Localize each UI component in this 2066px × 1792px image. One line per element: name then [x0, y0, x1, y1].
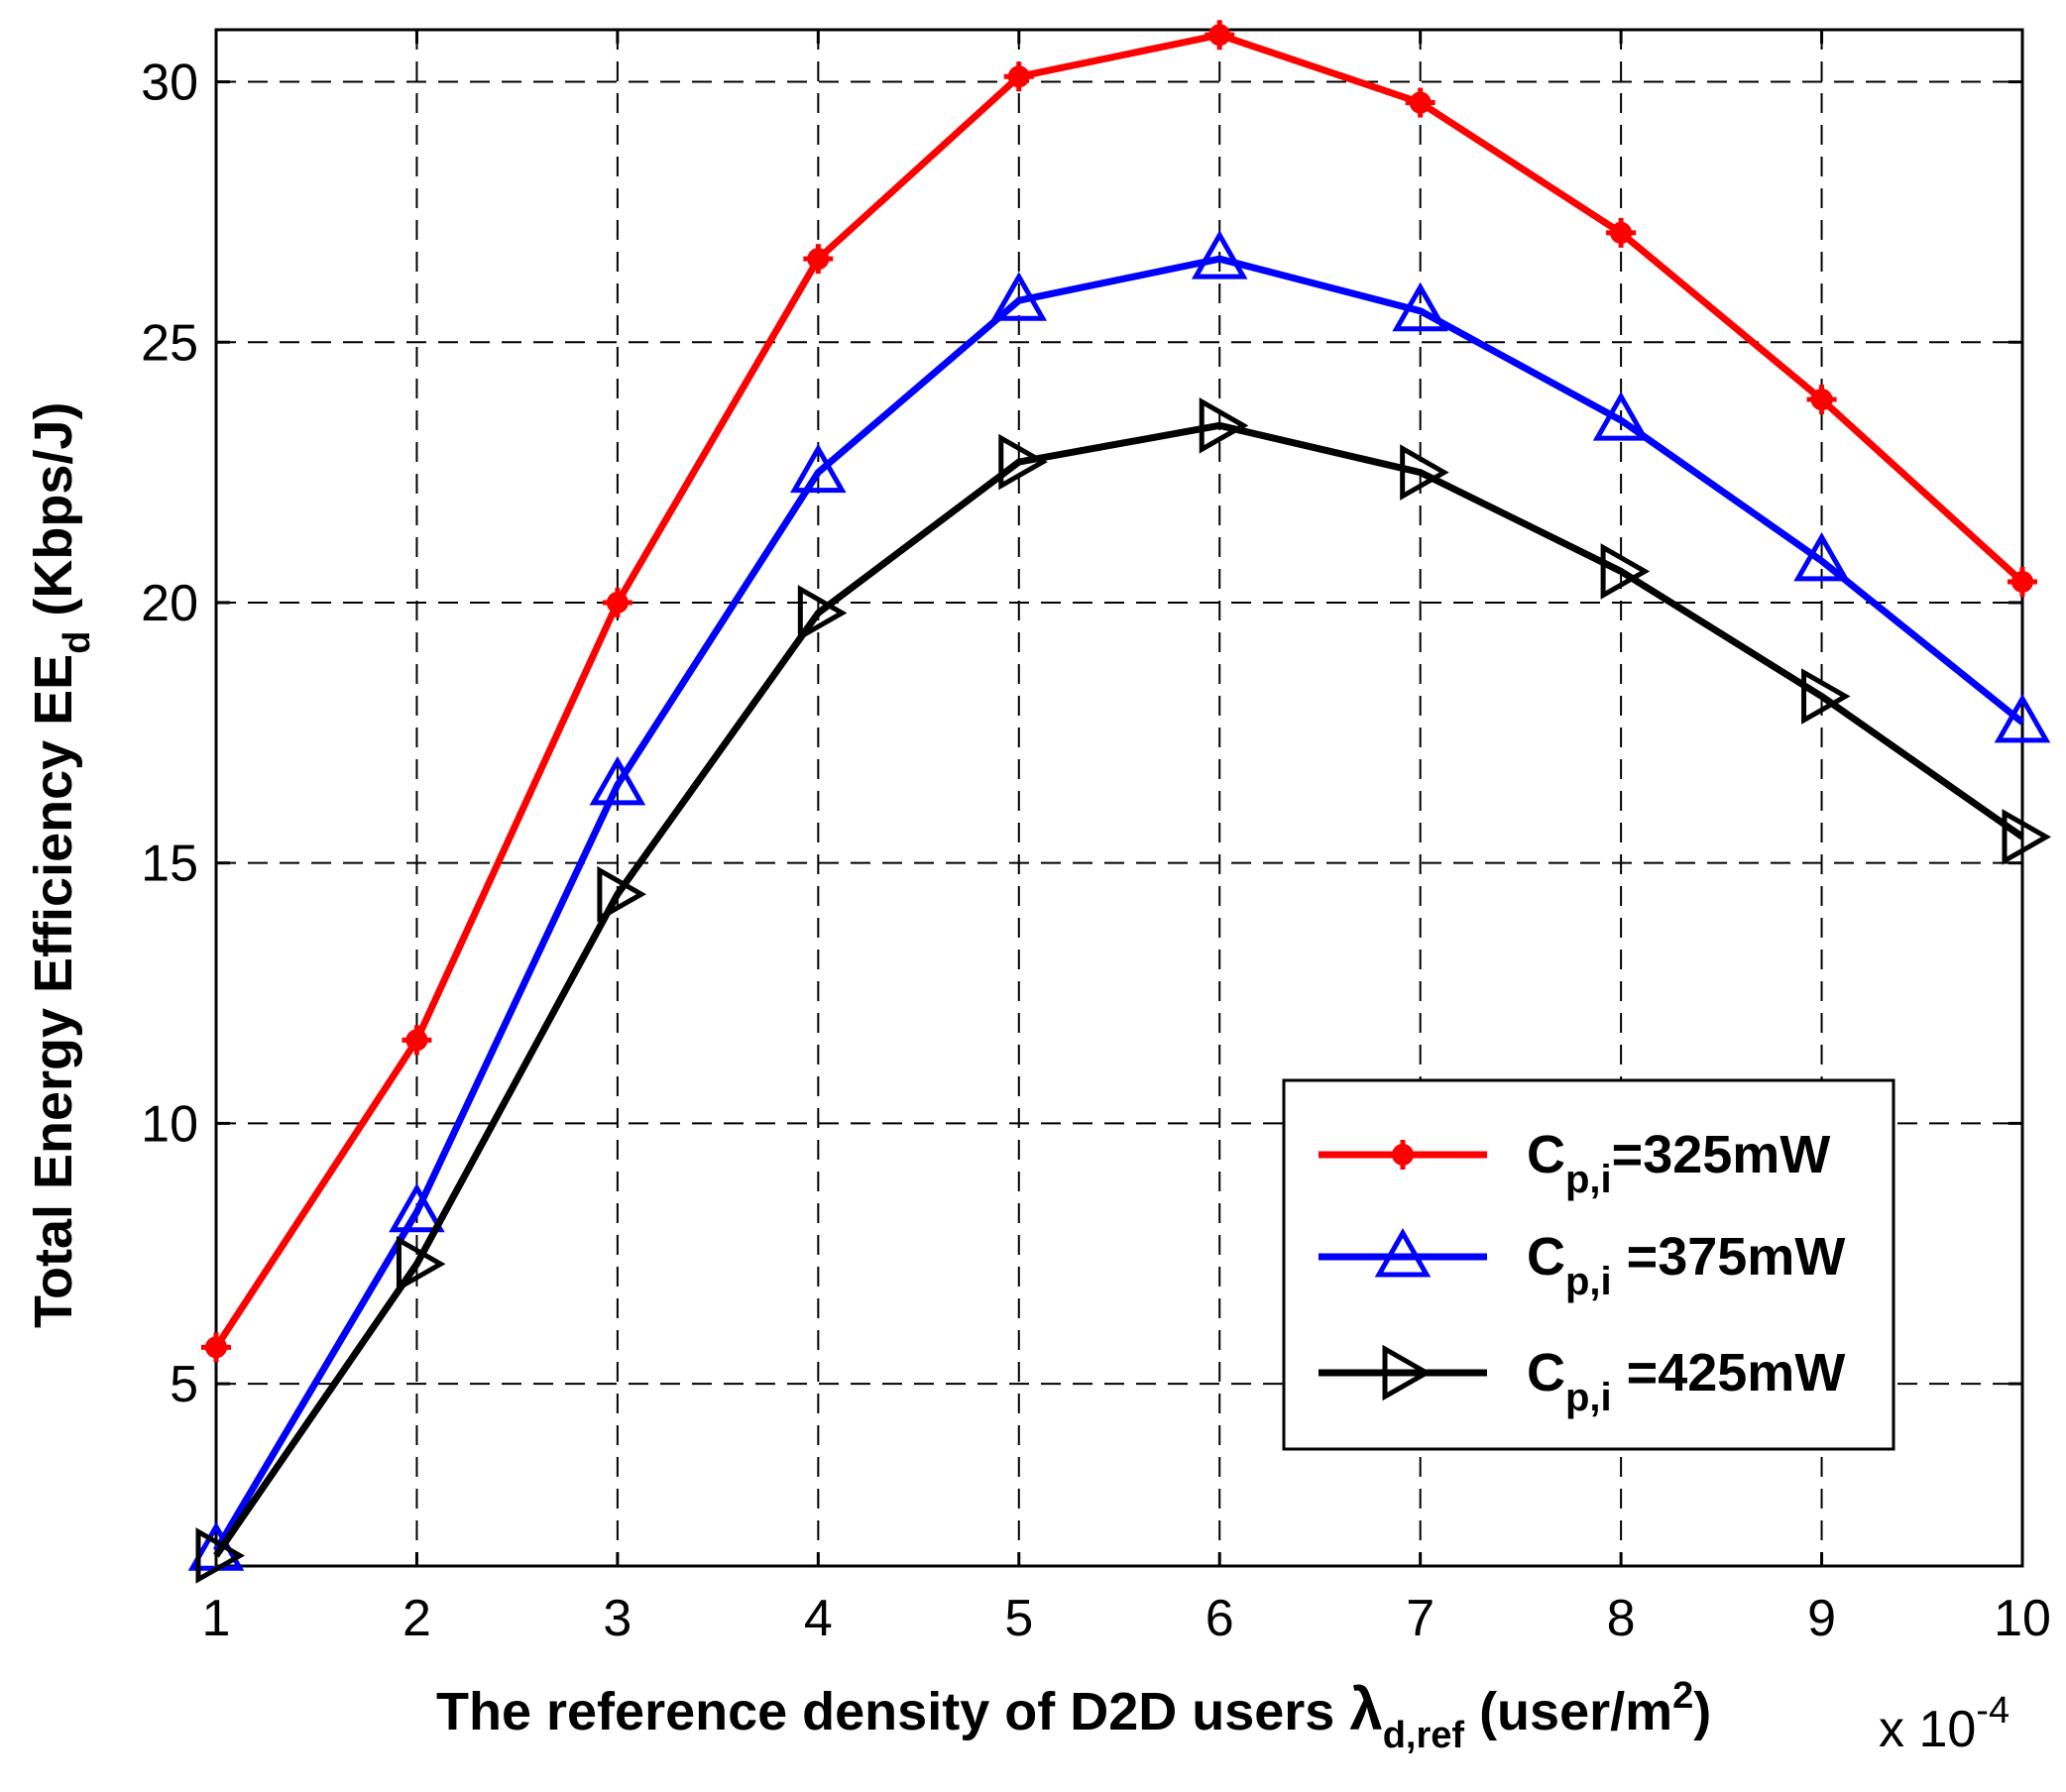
legend-item-1: Cp,i=325mW	[1319, 1125, 1830, 1201]
data-point	[797, 585, 848, 641]
y-tick-label: 10	[141, 1095, 198, 1153]
data-point	[195, 1527, 246, 1584]
x-tick-label: 10	[1994, 1590, 2051, 1647]
data-point	[201, 1332, 231, 1363]
y-tick-label: 15	[141, 836, 198, 893]
data-point	[1592, 392, 1650, 441]
data-point	[396, 1235, 446, 1292]
x-tick-label: 6	[1205, 1590, 1234, 1647]
x-tick-label: 9	[1807, 1590, 1836, 1647]
data-point	[1400, 444, 1449, 501]
data-point	[597, 865, 646, 923]
legend-marker	[1382, 1344, 1433, 1401]
x-tick-label: 8	[1607, 1590, 1636, 1647]
y-tick-label: 20	[141, 575, 198, 632]
data-point	[1793, 531, 1850, 582]
data-point	[389, 1182, 445, 1233]
data-point	[2002, 809, 2052, 865]
y-tick-label: 5	[170, 1356, 198, 1413]
legend-label: Cp,i=325mW	[1527, 1125, 1830, 1201]
data-point	[998, 433, 1048, 491]
legend-item-3: Cp,i =425mW	[1319, 1343, 1845, 1419]
legend-marker	[1388, 1140, 1418, 1170]
y-axis-ticks: 5 10 15 20 25 30	[141, 55, 2022, 1413]
data-point	[990, 272, 1048, 321]
data-point	[1003, 61, 1034, 92]
data-point	[790, 443, 847, 494]
data-point	[1191, 230, 1248, 280]
data-point	[1405, 87, 1435, 118]
plot-area	[214, 28, 2024, 1568]
x-tick-label: 7	[1406, 1590, 1435, 1647]
series-3	[195, 397, 2052, 1584]
legend-item-2: Cp,i =375mW	[1319, 1227, 1845, 1303]
series-line	[212, 255, 2025, 1553]
legend: Cp,i=325mW Cp,i =375mW Cp,i =425mW	[1282, 1078, 1895, 1451]
data-point	[1205, 20, 1235, 51]
data-point	[1801, 668, 1851, 725]
data-point	[602, 587, 632, 617]
series-line	[213, 31, 2025, 1350]
x-tick-label: 3	[603, 1590, 631, 1647]
data-point	[589, 755, 646, 806]
x-tick-label: 2	[402, 1590, 431, 1647]
y-tick-label: 30	[141, 55, 198, 112]
x-tick-label: 4	[804, 1590, 833, 1647]
legend-label: Cp,i =425mW	[1527, 1343, 1845, 1419]
x-tick-label: 1	[202, 1590, 231, 1647]
y-axis-label: Total Energy Efficiency EEd (Kbps/J)	[24, 402, 98, 1328]
data-point	[1994, 693, 2051, 743]
data-point	[1392, 281, 1448, 332]
legend-marker	[1374, 1227, 1432, 1278]
data-point	[1806, 385, 1837, 415]
data-point	[803, 244, 834, 275]
x-axis-ticks: 1 2 3 4 5 6 7 8 9 10	[202, 30, 2051, 1647]
series-1	[201, 20, 2037, 1363]
data-point	[402, 1025, 432, 1056]
x-axis-multiplier: x 10-4	[1879, 1690, 2009, 1758]
legend-label: Cp,i =375mW	[1527, 1227, 1845, 1303]
series-group	[187, 20, 2052, 1584]
data-point	[1606, 217, 1637, 248]
x-axis-label: The reference density of D2D users λd,re…	[436, 1675, 1711, 1756]
x-tick-label: 5	[1004, 1590, 1033, 1647]
data-point	[1199, 397, 1249, 454]
y-tick-label: 25	[141, 314, 198, 372]
data-point	[1600, 543, 1651, 600]
data-point	[2008, 566, 2037, 597]
series-line	[213, 421, 2025, 1558]
